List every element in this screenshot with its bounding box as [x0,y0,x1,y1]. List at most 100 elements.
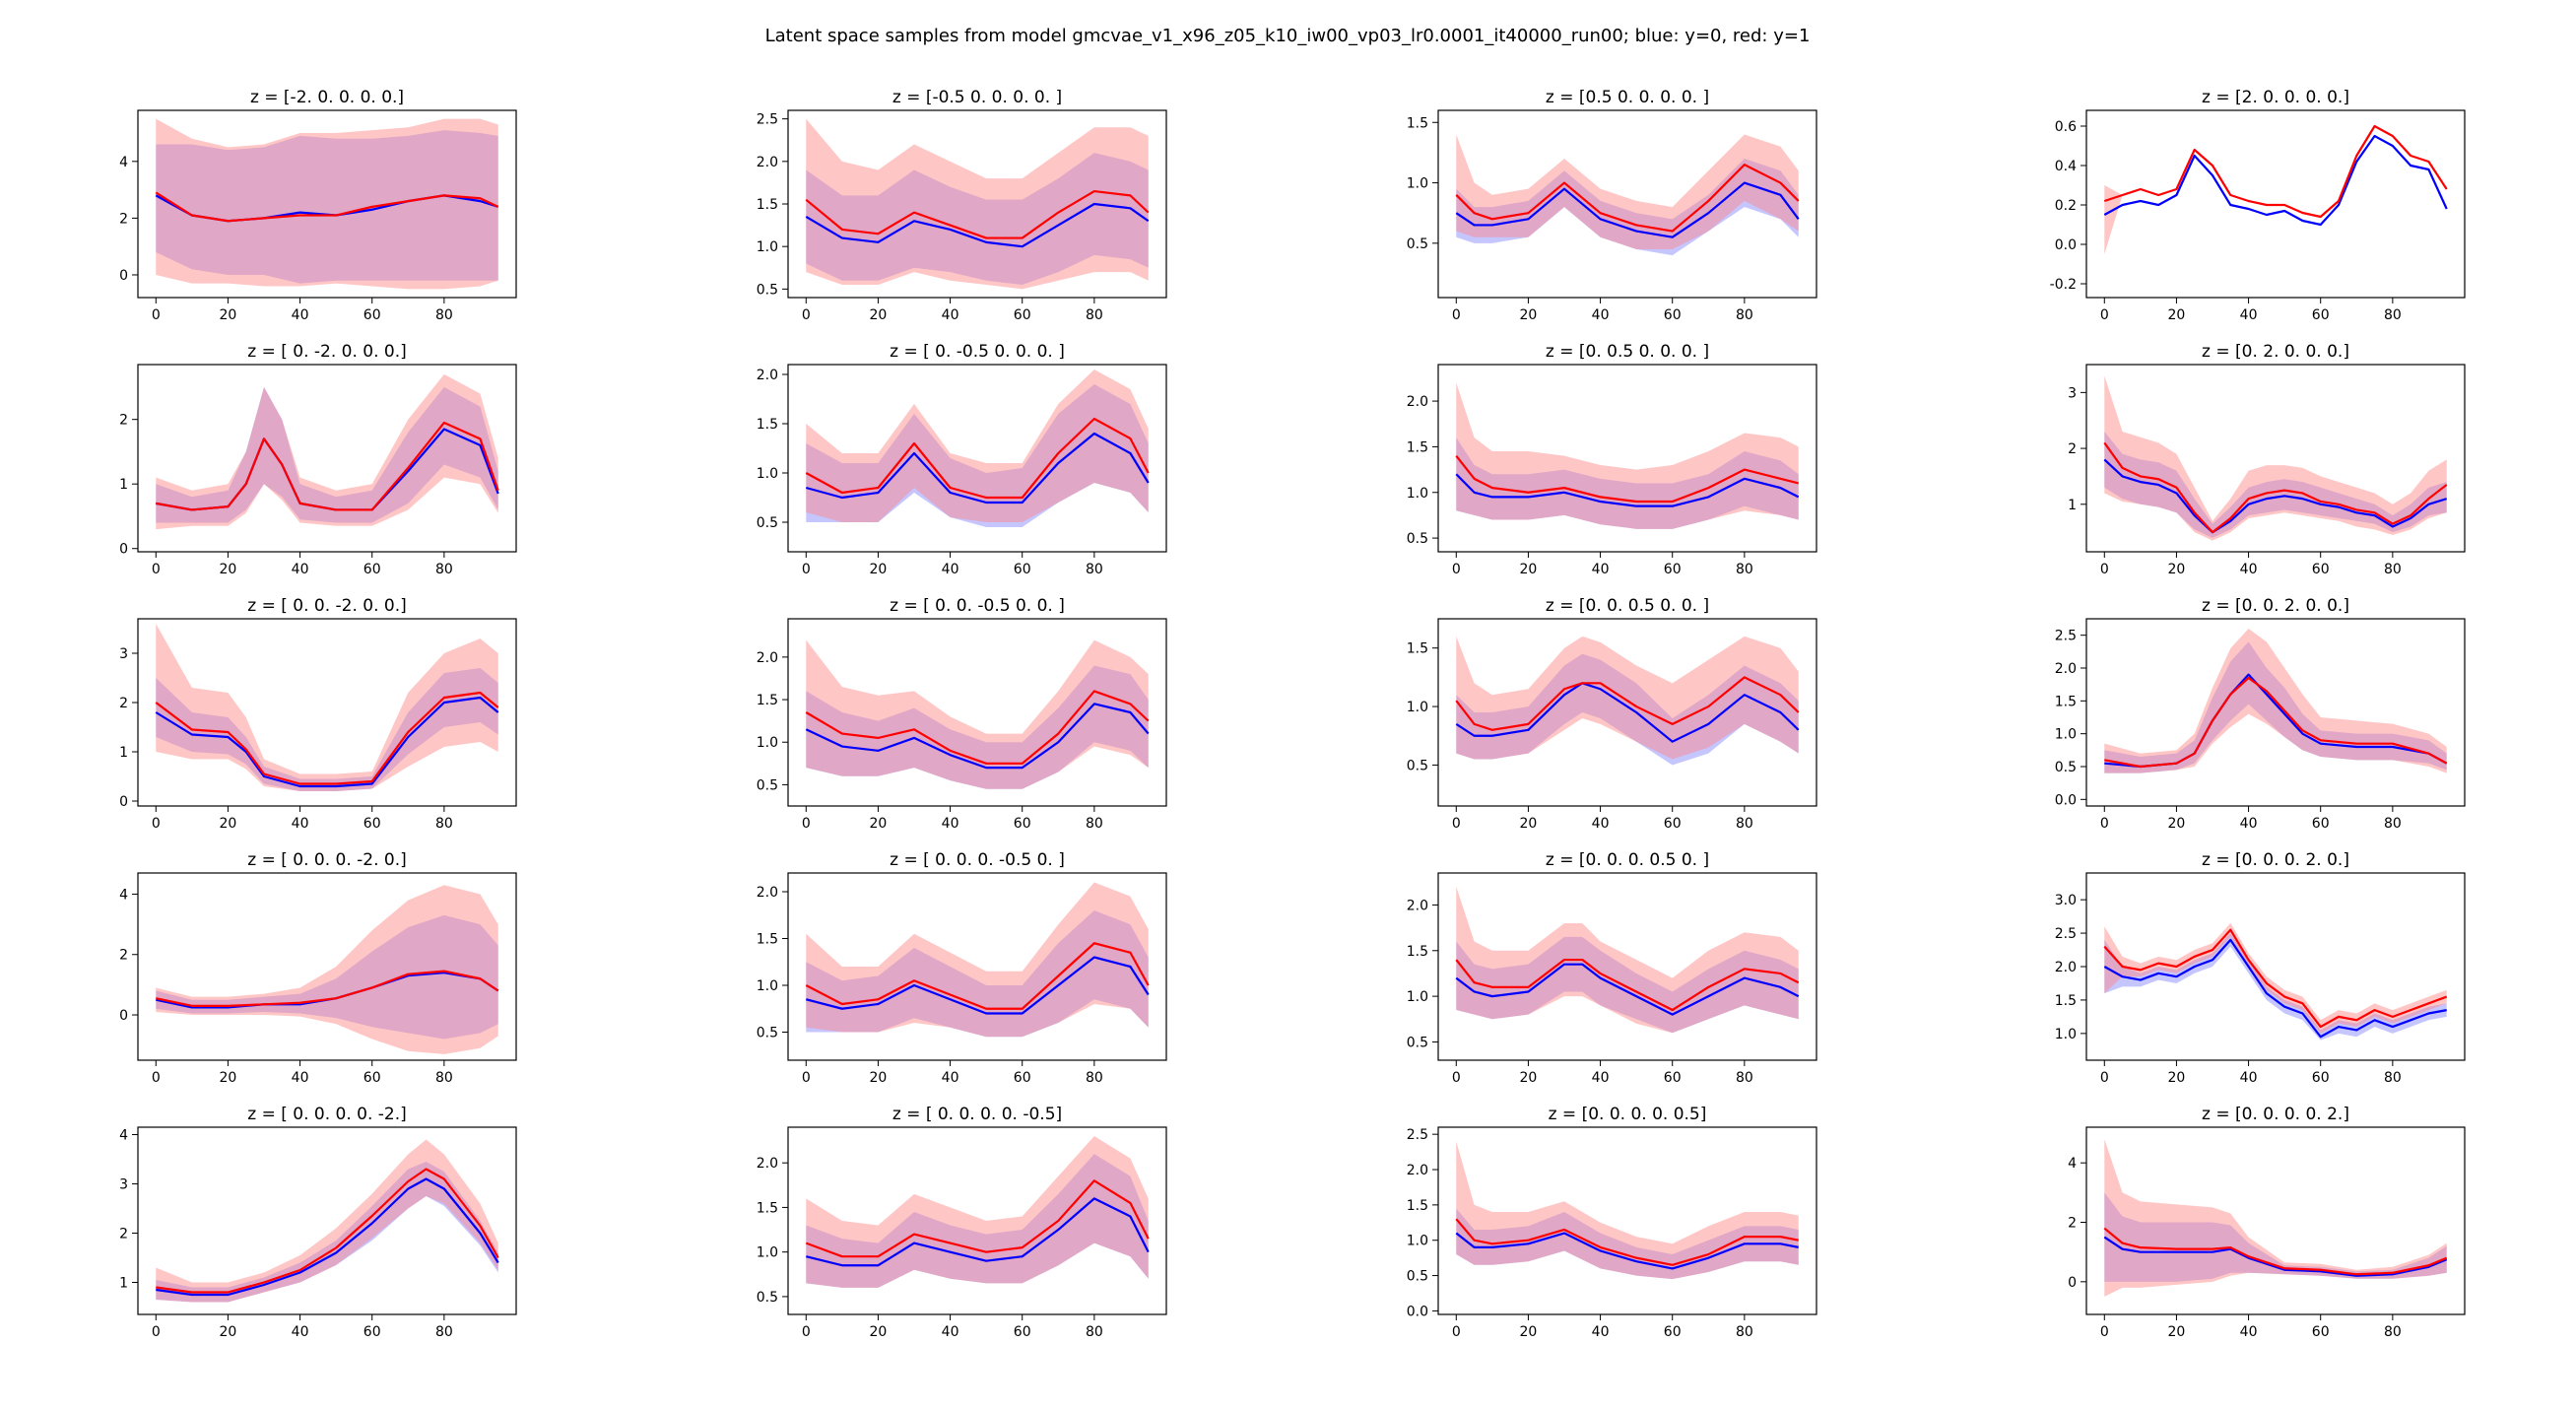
subplot-11: z = [0. 0. 0.5 0. 0. ] 0 20 40 60 80 0.5 1.0 1.5 [1407,596,1817,832]
y-tick-label: 2.0 [757,885,778,901]
subplot-7: z = [0. 0.5 0. 0. 0. ] 0 20 40 60 80 0.5 1.0 1.5… [1407,342,1817,577]
red-confidence-band [806,1136,1149,1288]
y-tick-label: 2 [119,413,128,429]
subplot-13: z = [ 0. 0. 0. -2. 0.] 0 20 40 60 80 0 2 4 [119,850,517,1086]
x-tick-label: 20 [870,1070,888,1086]
x-tick-label: 40 [292,307,309,323]
x-tick-label: 20 [870,307,888,323]
y-tick-label: 0 [119,1008,128,1024]
x-tick-label: 20 [2168,1324,2186,1340]
x-tick-label: 40 [2240,562,2258,577]
y-tick-label: 1.0 [2055,1027,2077,1042]
x-tick-label: 20 [220,816,237,832]
subplot-19: z = [0. 0. 0. 0. 0.5] 0 20 40 60 80 0.0 0.5 1.0 1… [1407,1105,1817,1340]
y-tick-label: 0.5 [1407,1035,1428,1050]
blue-confidence-band [1456,159,1799,256]
x-tick-label: 60 [1014,562,1031,577]
x-tick-label: 20 [1520,816,1538,832]
y-tick-label: 2.0 [2055,661,2077,677]
x-tick-label: 60 [2312,1070,2330,1086]
x-tick-label: 40 [1592,562,1610,577]
red-series-line [2103,124,2448,219]
x-tick-label: 60 [1014,307,1031,323]
y-tick-label: 1.5 [1407,641,1428,657]
subplot-8: z = [0. 2. 0. 0. 0.] 0 20 40 60 80 1 2 3 [2068,342,2466,577]
x-tick-label: 0 [1452,1070,1461,1086]
y-tick-label: 1.5 [757,932,778,948]
y-tick-label: 1.5 [757,417,778,433]
red-series-line [805,1179,1150,1258]
subplot-16: z = [0. 0. 0. 2. 0.] 0 20 40 60 80 1.0 1.5 2.0 2.… [2055,850,2466,1086]
x-tick-label: 20 [1520,1324,1538,1340]
x-tick-label: 60 [1014,1324,1031,1340]
red-confidence-band [1456,1141,1799,1280]
y-tick-label: 0.0 [2055,792,2077,808]
y-tick-label: 0.5 [757,777,778,793]
subplot-title: z = [ 0. 0. 0. -0.5 0. ] [890,850,1065,870]
x-tick-label: 60 [1664,816,1682,832]
red-series-line [156,1168,499,1294]
axes-frame [787,618,1167,807]
blue-series-line [805,202,1150,248]
y-tick-label: 2.0 [2055,960,2077,975]
x-tick-label: 0 [152,307,161,323]
x-tick-label: 20 [1520,1070,1538,1086]
x-tick-label: 0 [1452,562,1461,577]
x-tick-label: 0 [802,1070,811,1086]
plot-area [156,373,499,530]
y-tick-label: 1.0 [1407,176,1428,192]
subplot-title: z = [-2. 0. 0. 0. 0.] [250,88,404,107]
axes-frame [137,1126,517,1315]
red-series-line [1455,455,1799,504]
y-tick-label: 2.0 [757,1156,778,1172]
axes-frame [787,1126,1167,1315]
x-tick-label: 0 [2100,562,2109,577]
red-confidence-band [2104,1139,2447,1297]
x-tick-label: 40 [942,307,959,323]
y-tick-label: 1.0 [1407,1234,1428,1249]
y-tick-label: 4 [119,155,128,170]
x-tick-label: 20 [220,1070,237,1086]
blue-series-line [1455,473,1800,507]
x-tick-label: 0 [1452,816,1461,832]
axes-frame [787,872,1167,1061]
y-tick-label: 1.5 [2055,694,2077,709]
axes-frame [2085,1126,2466,1315]
y-tick-label: 1.0 [757,466,778,482]
blue-confidence-band [156,1162,498,1303]
plot-area [2103,124,2448,254]
x-tick-label: 60 [363,816,381,832]
x-tick-label: 80 [1086,307,1103,323]
subplot-5: z = [ 0. -2. 0. 0. 0.] 0 20 40 60 80 0 1 2 [119,342,517,577]
x-tick-label: 0 [2100,1070,2109,1086]
y-tick-label: 3 [119,1177,128,1193]
plot-area [1455,636,1800,766]
axes-frame [1437,364,1817,553]
blue-series-line [2103,134,2448,227]
y-tick-label: 0.5 [1407,531,1428,547]
x-tick-label: 0 [802,307,811,323]
plot-area [805,1136,1150,1288]
axes-frame [137,872,517,1061]
red-confidence-band [806,369,1149,522]
x-tick-label: 0 [802,1324,811,1340]
blue-confidence-band [806,384,1149,527]
y-tick-label: 2 [119,211,128,227]
axes-frame [2085,618,2466,807]
red-series-line [2103,1227,2448,1276]
plot-area [805,118,1150,290]
subplot-title: z = [0.5 0. 0. 0. 0. ] [1546,88,1709,107]
x-tick-label: 40 [1592,1070,1610,1086]
y-tick-label: 1.5 [757,1200,778,1216]
blue-confidence-band [156,668,498,791]
red-confidence-band [806,118,1149,290]
x-tick-label: 0 [2100,1324,2109,1340]
subplot-15: z = [0. 0. 0. 0.5 0. ] 0 20 40 60 80 0.5 1.0 1.5… [1407,850,1817,1086]
blue-series-line [156,1177,499,1297]
plot-area [2103,1139,2448,1297]
subplot-9: z = [ 0. 0. -2. 0. 0.] 0 20 40 60 80 0 1 2 3 [119,596,517,832]
red-series-line [1455,1218,1799,1266]
blue-confidence-band [156,914,498,1040]
x-tick-label: 80 [2384,307,2402,323]
axes-frame [787,364,1167,553]
